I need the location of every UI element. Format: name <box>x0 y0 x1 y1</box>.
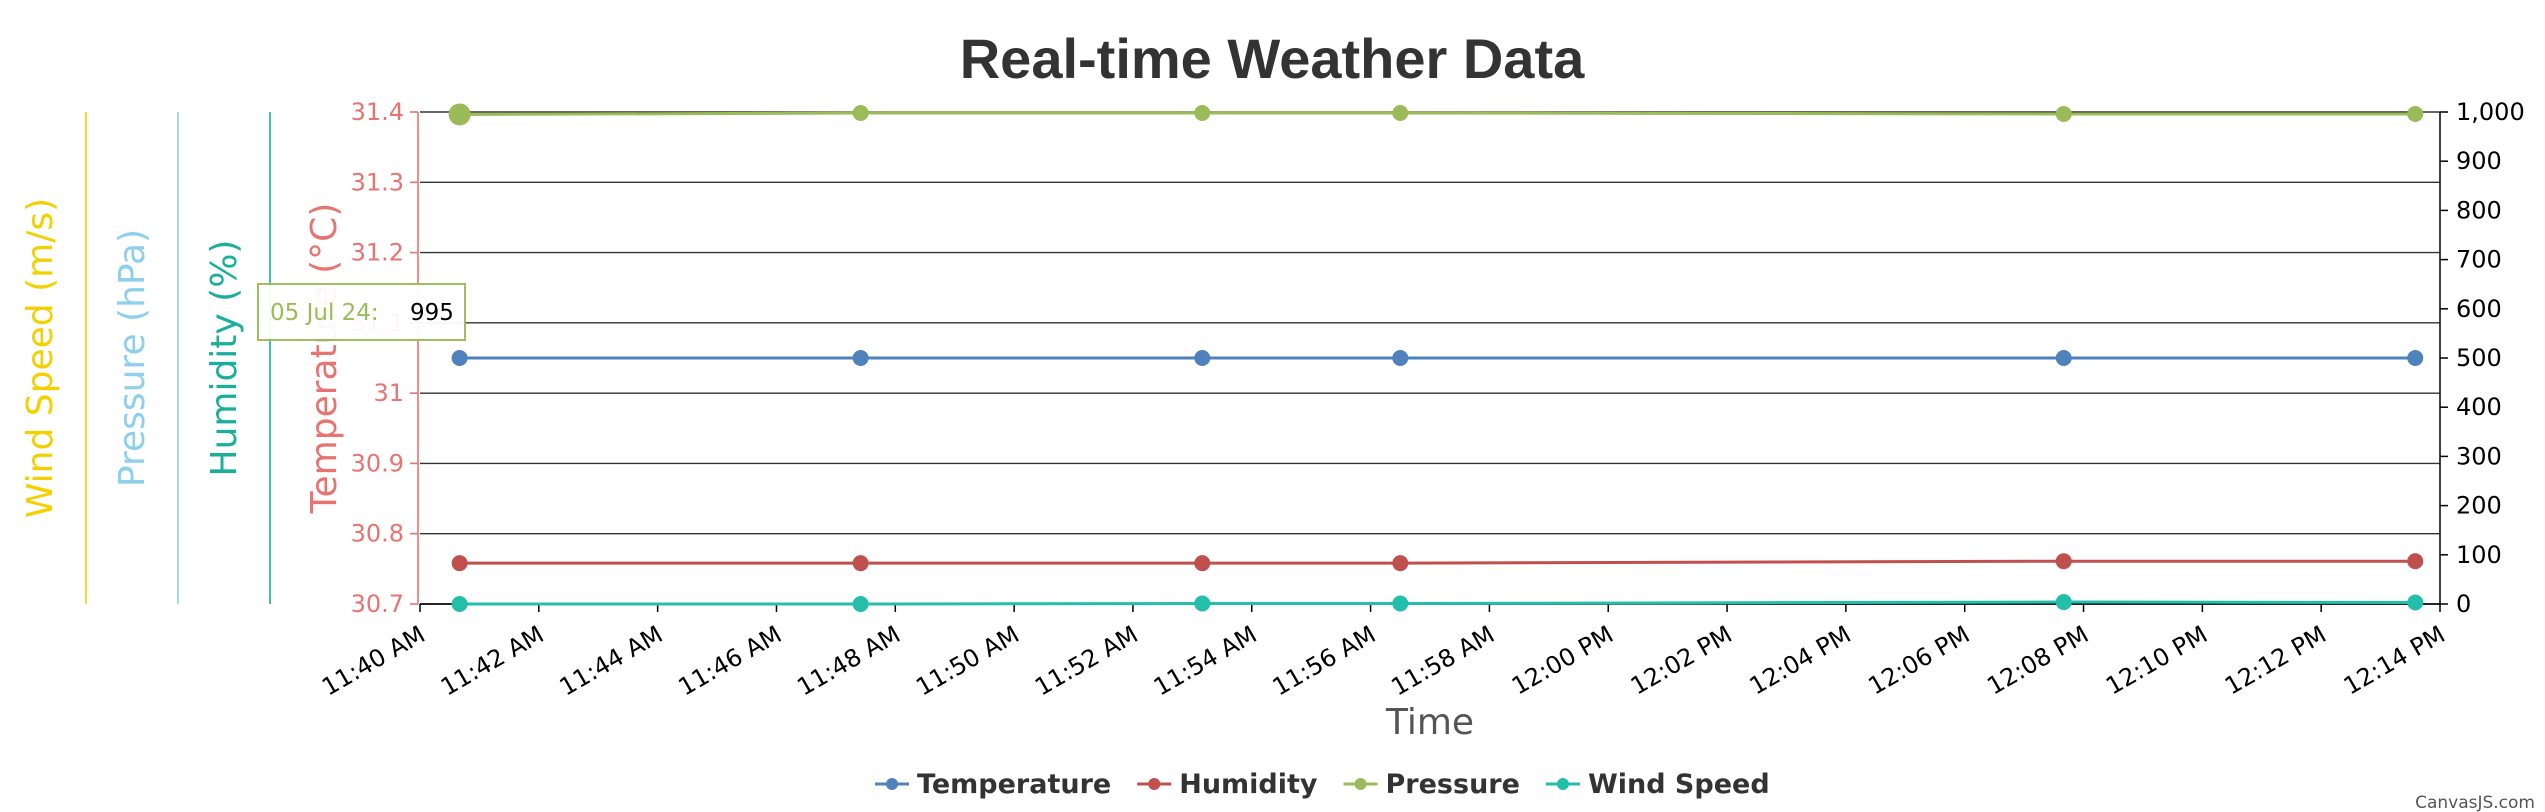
y-tick-label: 31.4 <box>351 98 404 126</box>
data-point[interactable] <box>852 555 869 572</box>
y-tick-label: 31.2 <box>351 239 404 267</box>
x-tick-label: 11:44 AM <box>555 620 668 701</box>
y-tick-label: 30.9 <box>351 449 404 477</box>
chart-title: Real-time Weather Data <box>960 27 1585 90</box>
legend-label: Temperature <box>917 769 1111 800</box>
legend-marker <box>1148 778 1161 790</box>
data-point[interactable] <box>1392 350 1409 366</box>
y-tick-label: 31.3 <box>351 168 404 196</box>
x-tick-label: 11:42 AM <box>436 620 549 701</box>
legend-item-humidity[interactable]: Humidity <box>1137 769 1318 800</box>
data-point[interactable] <box>451 555 468 572</box>
y-right-tick-label: 0 <box>2456 590 2471 618</box>
y-tick-label: 30.7 <box>351 590 404 618</box>
data-point[interactable] <box>2407 350 2424 366</box>
data-point[interactable] <box>2407 594 2424 611</box>
y-right-tick-label: 300 <box>2456 442 2502 470</box>
tooltip-label: 05 Jul 24: <box>270 300 379 326</box>
data-point[interactable] <box>1392 595 1409 612</box>
y-right-tick-label: 1,000 <box>2456 98 2525 126</box>
axes: 11:40 AM 11:42 AM 11:44 AM 11:46 AM 11:48 AM… <box>20 98 2525 701</box>
x-tick-label: 11:58 AM <box>1387 620 1500 701</box>
y-right-tick-label: 500 <box>2456 344 2502 372</box>
data-point[interactable] <box>451 596 468 612</box>
x-tick-label: 12:00 PM <box>1507 620 1618 700</box>
canvasjs-credit[interactable]: CanvasJS.com <box>2415 793 2535 812</box>
data-point[interactable] <box>852 104 869 121</box>
legend-label: Humidity <box>1179 769 1318 800</box>
series-line-pressure[interactable] <box>459 111 2416 116</box>
data-point[interactable] <box>451 350 468 366</box>
data-point[interactable] <box>2055 350 2072 366</box>
y-right-tick-label: 700 <box>2456 246 2502 274</box>
y-right-tick-label: 900 <box>2456 147 2502 175</box>
x-tick-label: 12:06 PM <box>1864 620 1975 700</box>
y-right-tick-label: 200 <box>2456 492 2502 520</box>
legend[interactable]: Temperature Humidity Pressure Wind Speed <box>875 769 1770 800</box>
x-axis-title: Time <box>1385 702 1474 743</box>
x-tick-label: 12:08 PM <box>1982 620 2093 700</box>
grid <box>420 111 2440 605</box>
legend-marker <box>1354 778 1367 790</box>
y-tick-label: 30.8 <box>351 520 404 548</box>
data-point[interactable] <box>2407 553 2424 570</box>
data-point[interactable] <box>2407 105 2424 122</box>
x-tick-label: 11:54 AM <box>1149 620 1262 701</box>
tooltip-box <box>257 283 466 341</box>
y-axis-title: Temperature (°C) <box>304 203 345 515</box>
tooltip-value: 995 <box>410 300 454 326</box>
chart-tooltip: 05 Jul 24: 995 <box>257 283 466 341</box>
x-tick-label: 11:52 AM <box>1030 620 1143 701</box>
x-tick-label: 11:50 AM <box>911 620 1024 701</box>
y-right-tick-label: 600 <box>2456 295 2502 323</box>
data-point[interactable] <box>852 596 869 612</box>
x-tick-label: 11:46 AM <box>674 620 787 701</box>
y-tick-label: 31 <box>373 379 404 407</box>
y-axis-title: Pressure (hPa) <box>112 229 153 487</box>
data-point[interactable] <box>2055 594 2072 611</box>
data-point[interactable] <box>2055 105 2072 122</box>
x-tick-label: 12:02 PM <box>1626 620 1737 700</box>
data-point[interactable] <box>1194 555 1211 572</box>
legend-marker <box>886 778 898 790</box>
data-point[interactable] <box>1392 555 1409 572</box>
y-right-tick-label: 400 <box>2456 393 2502 421</box>
data-point[interactable] <box>2055 553 2072 570</box>
data-point[interactable] <box>1392 104 1409 121</box>
x-tick-label: 12:14 PM <box>2339 620 2450 700</box>
legend-marker <box>1556 778 1569 790</box>
x-tick-label: 11:56 AM <box>1268 620 1381 701</box>
x-tick-label: 12:12 PM <box>2220 620 2331 700</box>
series-line-humidity[interactable] <box>459 559 2416 565</box>
x-tick-label: 12:10 PM <box>2101 620 2212 700</box>
legend-label: Wind Speed <box>1588 769 1770 800</box>
data-point[interactable] <box>1194 595 1211 612</box>
y-right-tick-label: 100 <box>2456 541 2502 569</box>
data-point[interactable] <box>1194 350 1211 366</box>
legend-item-wind-speed[interactable]: Wind Speed <box>1545 769 1770 800</box>
series-lines[interactable] <box>448 103 2424 612</box>
data-point[interactable] <box>1194 104 1211 121</box>
data-point[interactable] <box>852 350 869 366</box>
data-point[interactable] <box>448 103 471 126</box>
y-axis-title: Humidity (%) <box>204 240 245 477</box>
y-right-tick-label: 800 <box>2456 196 2502 224</box>
x-tick-label: 11:40 AM <box>317 620 430 701</box>
y-axis-title: Wind Speed (m/s) <box>20 198 61 518</box>
legend-item-pressure[interactable]: Pressure <box>1343 769 1520 800</box>
legend-item-temperature[interactable]: Temperature <box>875 769 1111 800</box>
legend-label: Pressure <box>1386 769 1520 800</box>
x-tick-label: 12:04 PM <box>1745 620 1856 700</box>
x-tick-label: 11:48 AM <box>792 620 905 701</box>
series-line-wind-speed[interactable] <box>459 600 2416 606</box>
